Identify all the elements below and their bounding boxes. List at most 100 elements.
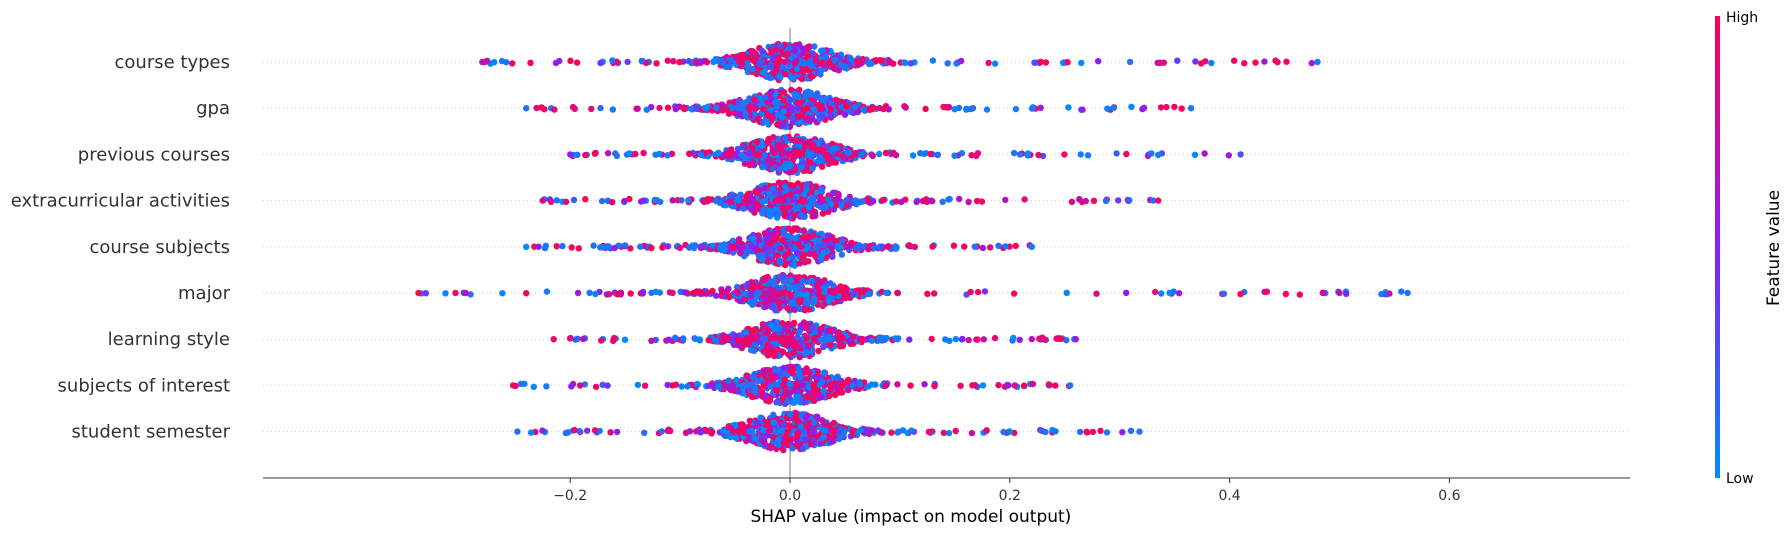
shap-point <box>1157 104 1165 111</box>
shap-point <box>856 381 863 388</box>
shap-point <box>925 428 932 436</box>
shap-point <box>831 56 838 64</box>
shap-point <box>763 118 771 126</box>
shap-point <box>1028 243 1036 250</box>
shap-point <box>803 334 811 342</box>
shap-point <box>735 98 743 105</box>
shap-point <box>742 111 749 118</box>
feature-label: course subjects <box>89 237 230 258</box>
shap-point <box>799 198 807 206</box>
shap-point <box>751 335 758 342</box>
shap-point <box>772 307 779 314</box>
shap-point <box>919 197 927 205</box>
shap-point <box>581 381 589 388</box>
shap-point <box>868 60 875 67</box>
shap-point <box>527 59 534 66</box>
shap-point <box>415 289 422 297</box>
shap-point <box>968 152 975 159</box>
shap-point <box>509 60 516 67</box>
shap-point <box>542 242 549 249</box>
shap-point <box>837 343 844 350</box>
shap-point <box>514 428 521 435</box>
shap-point <box>865 383 872 390</box>
shap-point <box>857 426 865 434</box>
shap-point <box>755 289 763 297</box>
shap-point <box>734 104 741 111</box>
shap-point <box>909 152 917 159</box>
shap-point <box>787 242 794 250</box>
shap-point <box>837 244 845 251</box>
shap-point <box>774 121 781 128</box>
shap-point <box>965 336 972 344</box>
shap-point <box>609 106 616 113</box>
shap-point <box>820 387 827 395</box>
shap-point <box>768 348 776 355</box>
shap-point <box>811 328 819 336</box>
shap-point <box>767 291 774 298</box>
shap-point <box>822 53 830 61</box>
shap-point <box>878 429 885 436</box>
shap-point <box>822 152 830 159</box>
shap-point <box>880 105 887 113</box>
shap-point <box>1045 381 1053 388</box>
shap-point <box>1252 59 1259 66</box>
shap-point <box>849 382 856 389</box>
shap-point <box>609 199 616 206</box>
shap-point <box>971 382 979 389</box>
shap-point <box>567 151 574 158</box>
shap-point <box>832 382 839 390</box>
shap-point <box>785 45 793 52</box>
shap-point <box>819 210 827 217</box>
shap-point <box>800 445 807 452</box>
shap-point <box>799 234 806 241</box>
shap-point <box>1029 104 1037 111</box>
shap-point <box>804 151 811 158</box>
shap-point <box>640 197 647 204</box>
shap-point <box>592 383 600 390</box>
shap-point <box>669 197 676 204</box>
shap-point <box>811 295 818 302</box>
shap-point <box>543 383 550 390</box>
shap-point <box>789 370 796 377</box>
shap-point <box>1028 335 1036 343</box>
shap-point <box>778 427 785 434</box>
shap-point <box>1097 427 1104 434</box>
shap-point <box>686 244 693 251</box>
shap-point <box>766 427 774 434</box>
shap-point <box>780 121 787 129</box>
shap-point <box>1115 197 1122 204</box>
shap-point <box>809 141 817 148</box>
shap-point <box>753 138 761 145</box>
shap-point <box>795 137 802 144</box>
shap-point <box>858 151 865 158</box>
shap-point <box>820 433 827 441</box>
shap-point <box>794 249 801 257</box>
shap-point <box>806 58 814 66</box>
shap-point <box>749 373 757 381</box>
shap-point <box>1123 150 1130 158</box>
shap-point <box>944 60 951 67</box>
shap-point <box>1031 59 1038 66</box>
shap-point <box>791 284 798 291</box>
shap-point <box>898 198 905 206</box>
shap-point <box>800 252 808 259</box>
shap-point <box>656 104 663 112</box>
shap-point <box>728 198 735 206</box>
shap-point <box>837 283 844 290</box>
shap-point <box>809 428 817 436</box>
shap-point <box>853 58 861 65</box>
colorbar: High Low Feature value <box>1715 10 1784 487</box>
shap-point <box>797 283 804 290</box>
shap-point <box>795 113 802 121</box>
shap-point <box>503 59 510 66</box>
shap-point <box>576 382 584 389</box>
shap-point <box>784 250 792 257</box>
shap-point <box>791 90 798 98</box>
shap-point <box>1078 198 1086 206</box>
shap-point <box>621 242 629 249</box>
shap-point <box>803 413 810 420</box>
shap-point <box>805 204 813 211</box>
shap-point <box>805 369 813 376</box>
shap-point <box>812 254 820 261</box>
shap-point <box>830 145 838 152</box>
